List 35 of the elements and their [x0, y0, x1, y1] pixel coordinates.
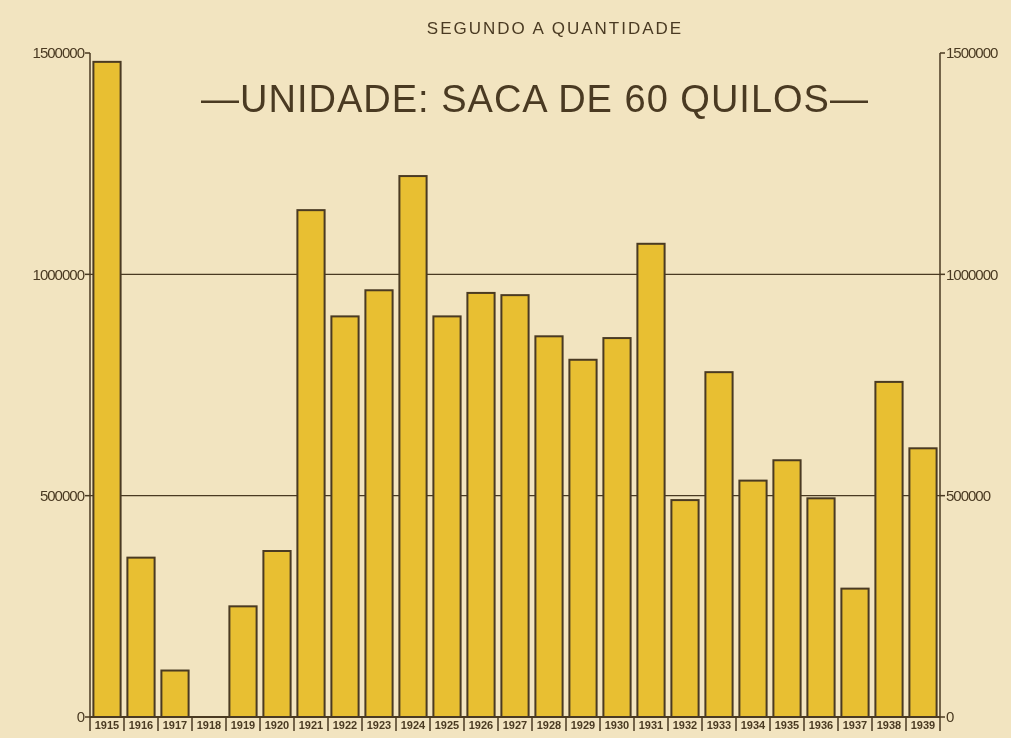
x-tick-label: 1935 — [774, 719, 800, 731]
x-tick-label: 1921 — [298, 719, 324, 731]
y-tick-label: 1500000 — [32, 44, 85, 62]
y2-tick-label: 1000000 — [946, 265, 999, 283]
x-tick-label: 1937 — [842, 719, 868, 731]
x-tick-label: 1915 — [94, 719, 120, 731]
chart-title: SEGUNDO A QUANTIDADE — [426, 19, 684, 38]
x-tick-label: 1918 — [196, 719, 222, 731]
x-tick-label: 1925 — [434, 719, 460, 731]
x-tick-label: 1919 — [230, 719, 256, 731]
y2-tick-label: 1500000 — [946, 44, 999, 62]
x-tick-label: 1931 — [638, 719, 664, 731]
x-tick-label: 1934 — [740, 719, 767, 731]
x-tick-label: 1932 — [672, 719, 698, 731]
x-tick-label: 1923 — [366, 719, 392, 731]
x-tick-label: 1924 — [400, 719, 427, 731]
y-tick-label: 0 — [76, 708, 85, 726]
text: —UNIDADE: SACA DE 60 QUILOS— — [201, 78, 869, 120]
y-tick-label: 500000 — [39, 486, 85, 504]
y2-tick-label: 500000 — [946, 486, 991, 504]
x-tick-label: 1936 — [808, 719, 834, 731]
x-tick-label: 1938 — [876, 719, 902, 731]
x-tick-label: 1926 — [468, 719, 494, 731]
x-tick-label: 1929 — [570, 719, 596, 731]
x-tick-label: 1939 — [910, 719, 936, 731]
x-tick-label: 1920 — [264, 719, 290, 731]
y-tick-label: 1000000 — [32, 265, 85, 283]
x-tick-label: 1917 — [162, 719, 188, 731]
y2-tick-label: 0 — [946, 708, 954, 726]
x-tick-label: 1933 — [706, 719, 732, 731]
x-tick-label: 1930 — [604, 719, 630, 731]
x-tick-label: 1916 — [128, 719, 154, 731]
x-tick-label: 1922 — [332, 719, 358, 731]
x-tick-label: 1928 — [536, 719, 562, 731]
x-tick-label: 1927 — [502, 719, 528, 731]
